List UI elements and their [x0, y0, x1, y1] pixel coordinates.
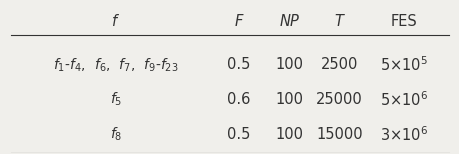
Text: $NP$: $NP$ — [278, 13, 300, 29]
Text: 0.5: 0.5 — [227, 127, 250, 142]
Text: 100: 100 — [275, 127, 303, 142]
Text: $5{\times}10^6$: $5{\times}10^6$ — [379, 90, 427, 109]
Text: FES: FES — [390, 14, 416, 28]
Text: 100: 100 — [275, 92, 303, 107]
Text: $f_1$-$f_4$,  $f_6$,  $f_7$,  $f_9$-$f_{23}$: $f_1$-$f_4$, $f_6$, $f_7$, $f_9$-$f_{23}… — [53, 56, 178, 74]
Text: $T$: $T$ — [333, 13, 345, 29]
Text: 100: 100 — [275, 57, 303, 72]
Text: $f$: $f$ — [111, 13, 120, 29]
Text: 25000: 25000 — [316, 92, 362, 107]
Text: $F$: $F$ — [233, 13, 244, 29]
Text: $5{\times}10^5$: $5{\times}10^5$ — [379, 56, 427, 74]
Text: $f_8$: $f_8$ — [109, 126, 122, 143]
Text: 15000: 15000 — [316, 127, 362, 142]
Text: 0.6: 0.6 — [227, 92, 250, 107]
Text: $f_5$: $f_5$ — [109, 91, 122, 108]
Text: 0.5: 0.5 — [227, 57, 250, 72]
Text: $3{\times}10^6$: $3{\times}10^6$ — [379, 125, 427, 144]
Text: 2500: 2500 — [320, 57, 358, 72]
